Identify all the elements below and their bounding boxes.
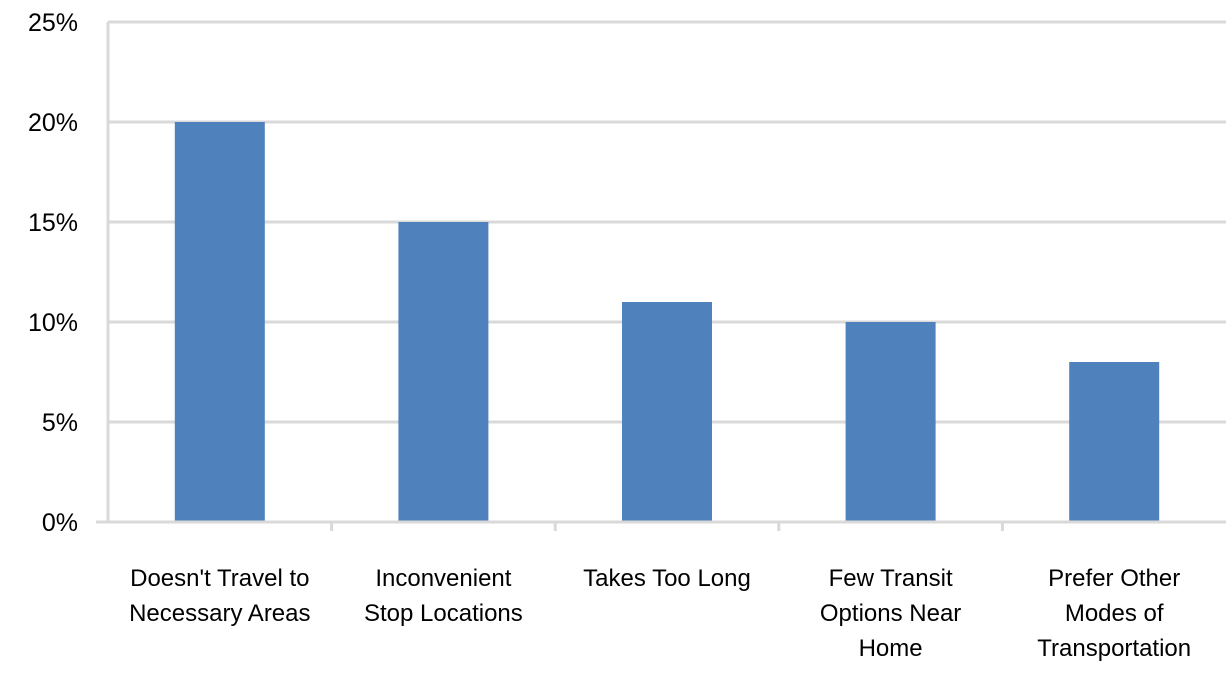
x-category-label-line: Few Transit bbox=[829, 565, 953, 592]
bar-3 bbox=[622, 302, 712, 522]
x-category-label-line: Doesn't Travel to bbox=[130, 565, 309, 592]
bar-5 bbox=[1069, 362, 1160, 522]
x-category-label-line: Necessary Areas bbox=[129, 600, 310, 627]
bars bbox=[174, 122, 1160, 522]
y-axis-tick-labels: 0% 5% 10% 15% 20% 25% bbox=[28, 9, 78, 537]
x-category-label-line: Stop Locations bbox=[364, 600, 523, 627]
x-axis-category-labels: Doesn't Travel to Necessary Areas Inconven… bbox=[129, 565, 1191, 662]
bar-4 bbox=[845, 322, 936, 522]
y-tick-label: 5% bbox=[42, 409, 78, 437]
y-tick-label: 10% bbox=[28, 309, 78, 337]
x-category-label-line: Takes Too Long bbox=[583, 565, 751, 592]
x-category-label-line: Prefer Other bbox=[1048, 565, 1180, 592]
gridlines bbox=[108, 20, 1226, 424]
x-category-label-line: Transportation bbox=[1037, 635, 1191, 662]
x-category-label: Doesn't Travel to Necessary Areas bbox=[129, 565, 310, 627]
y-tick-label: 0% bbox=[42, 509, 78, 537]
bar-1 bbox=[174, 122, 265, 522]
x-category-label: Takes Too Long bbox=[583, 565, 751, 592]
bar-2 bbox=[398, 222, 489, 522]
x-category-label-line: Inconvenient bbox=[375, 565, 511, 592]
x-category-label: Inconvenient Stop Locations bbox=[364, 565, 523, 627]
y-tick-label: 15% bbox=[28, 209, 78, 237]
x-category-label-line: Modes of bbox=[1065, 600, 1164, 627]
x-category-label-line: Home bbox=[859, 635, 923, 662]
x-category-label-line: Options Near bbox=[820, 600, 961, 627]
x-category-label: Few Transit Options Near Home bbox=[820, 565, 961, 662]
y-tick-label: 20% bbox=[28, 109, 78, 137]
y-tick-label: 25% bbox=[28, 9, 78, 37]
x-category-label: Prefer Other Modes of Transportation bbox=[1037, 565, 1191, 662]
axes bbox=[96, 22, 1226, 531]
